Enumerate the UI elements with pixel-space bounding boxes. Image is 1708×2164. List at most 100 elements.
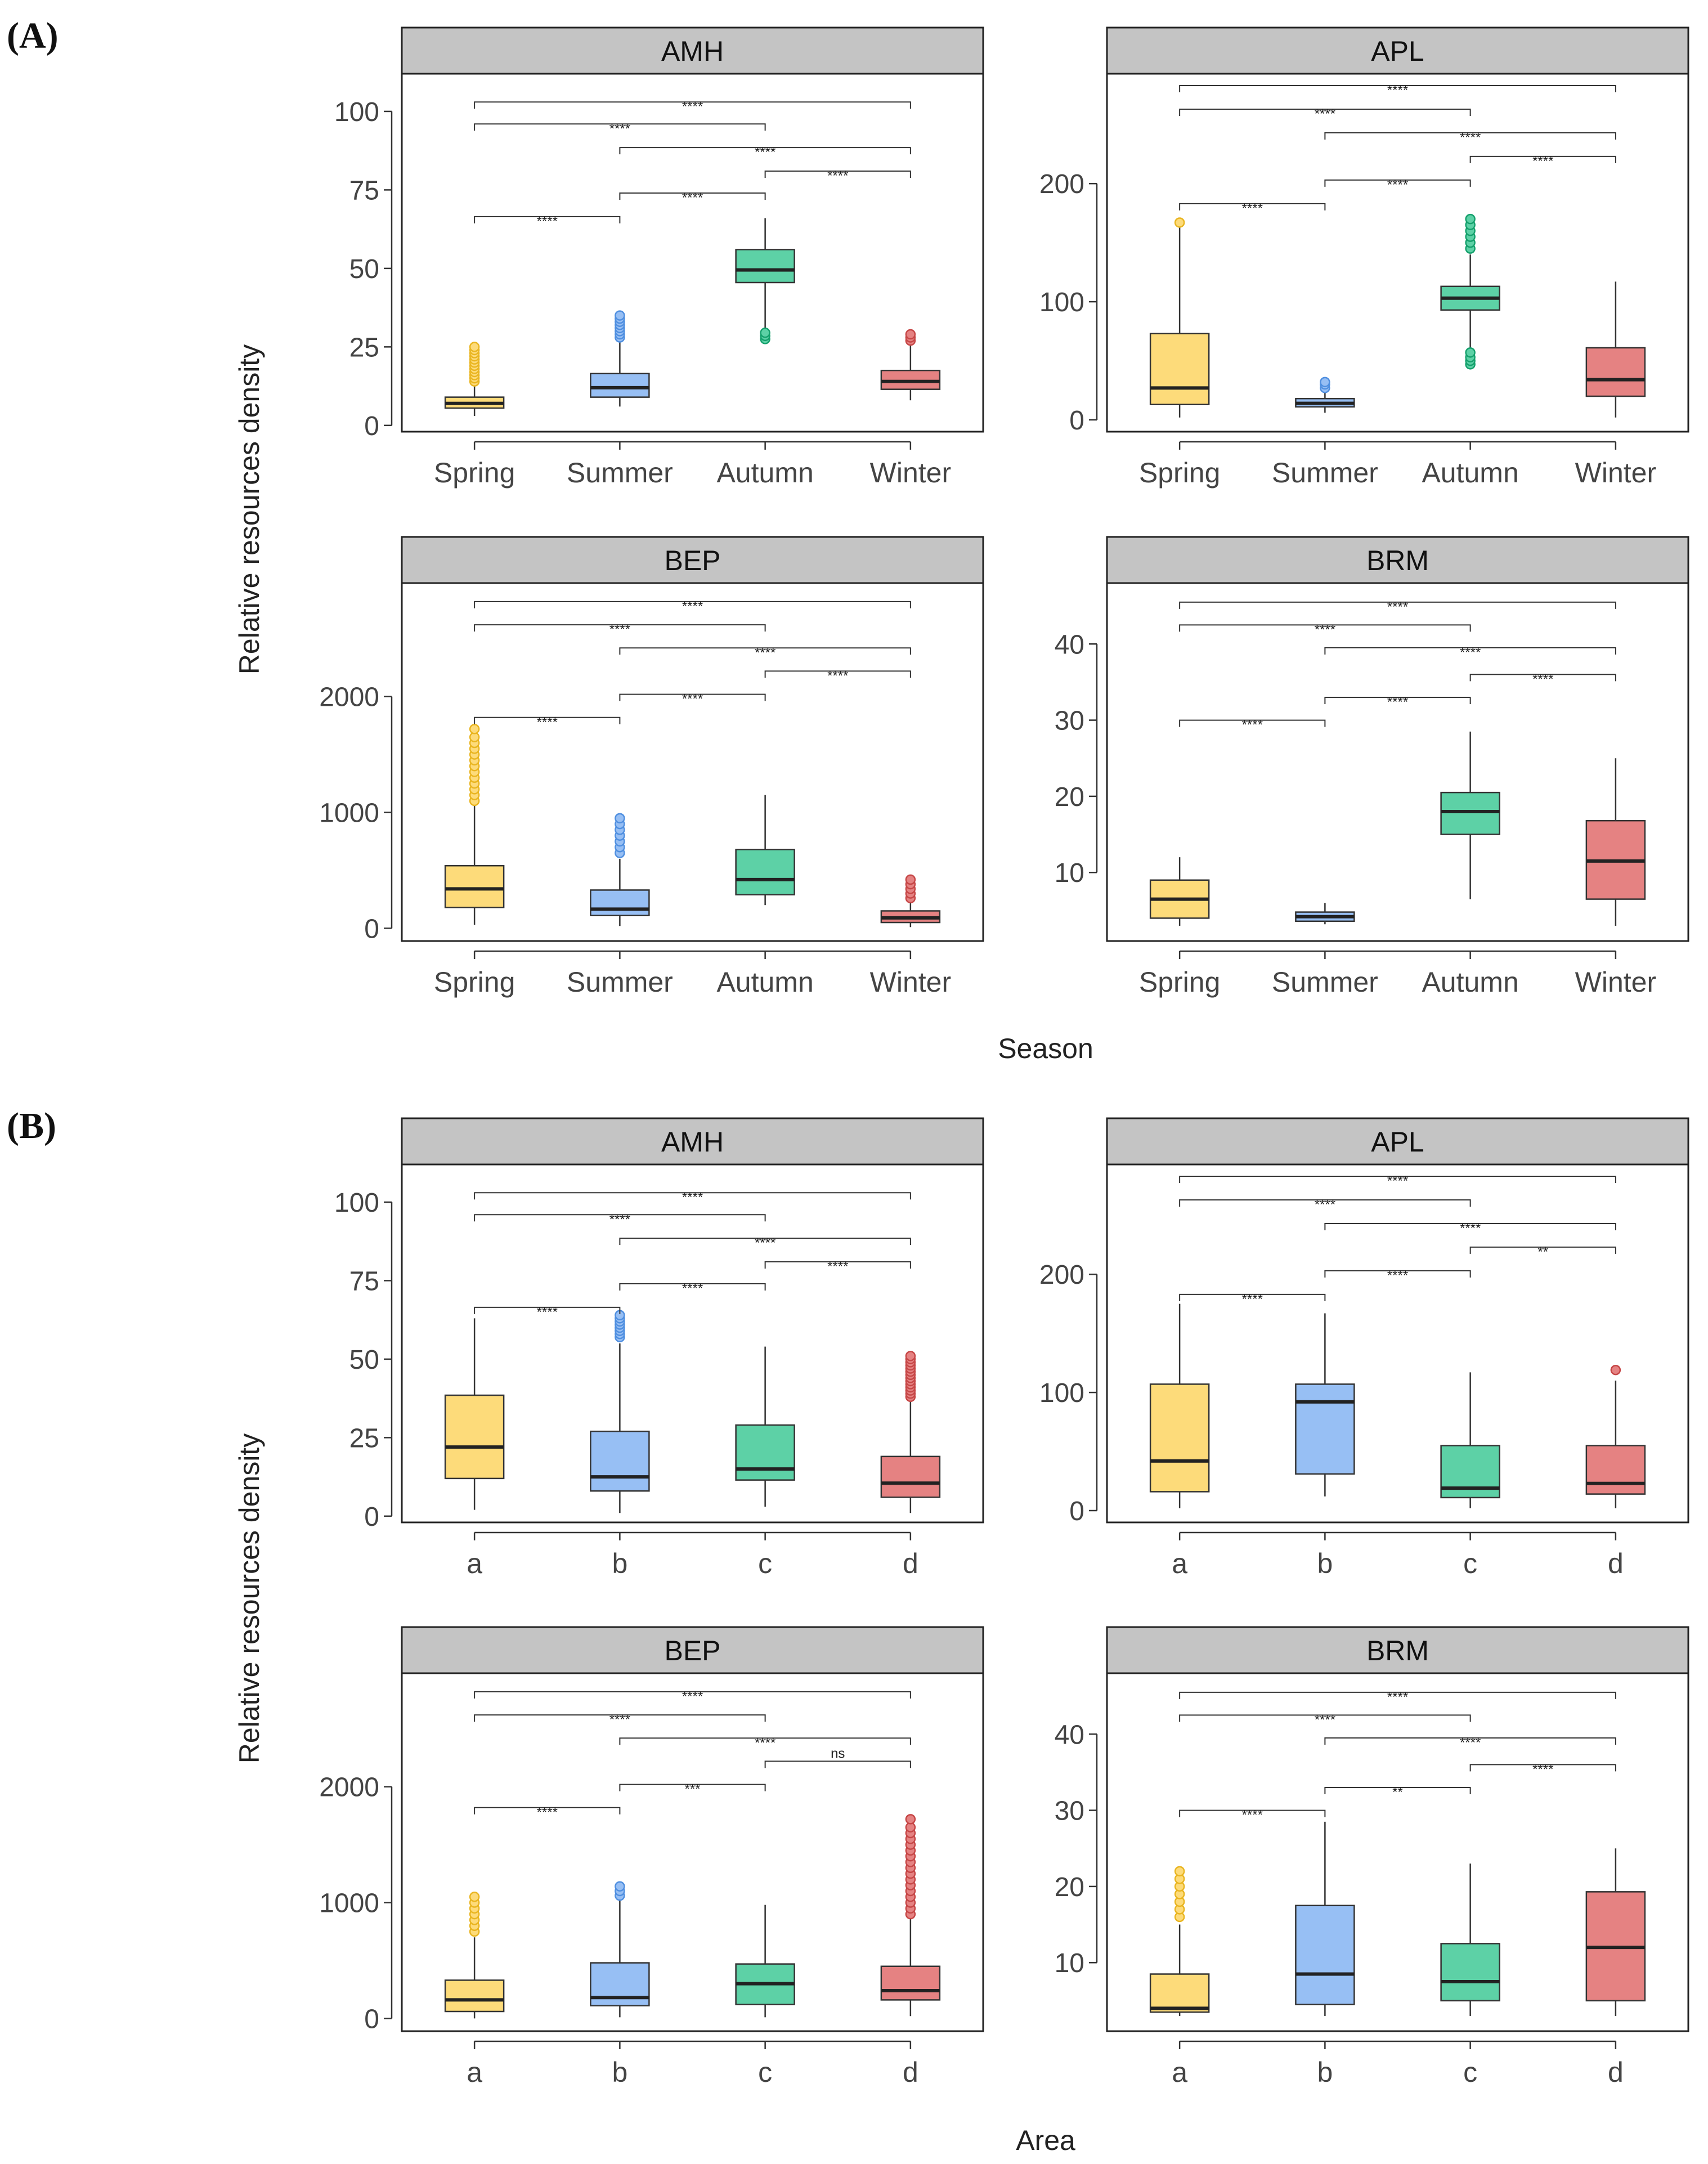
significance-label: **** [827, 168, 848, 183]
box-Autumn [1440, 731, 1500, 899]
significance-label: **** [682, 1281, 703, 1296]
outlier-point [905, 1814, 916, 1825]
y-tick-label: 75 [349, 1266, 379, 1296]
significance-label: **** [537, 214, 558, 229]
bracket-line [1179, 1809, 1326, 1817]
significance-bracket: **** [474, 1689, 911, 1704]
significance-label: **** [1387, 83, 1408, 98]
box-iqr [1585, 347, 1646, 397]
facet-title: AMH [661, 1126, 724, 1158]
x-tick-label: Winter [870, 966, 951, 998]
y-axis-title-A: Relative resources density [234, 344, 265, 674]
y-tick-label: 10 [1055, 1948, 1084, 1978]
bracket-line [1179, 84, 1616, 92]
significance-label: **** [1460, 1735, 1481, 1750]
panel-letter-B: (B) [7, 1105, 56, 1146]
significance-bracket: **** [619, 1235, 911, 1251]
bracket-line [474, 1214, 766, 1222]
bracket-line [764, 1760, 911, 1768]
significance-bracket: **** [619, 692, 766, 707]
significance-bracket: **** [1179, 1690, 1616, 1705]
facet-strip [401, 536, 984, 584]
significance-label: **** [682, 190, 703, 205]
box-c [1440, 1863, 1500, 2016]
significance-label: **** [609, 121, 630, 136]
significance-bracket: **** [474, 622, 766, 637]
y-tick-label: 75 [349, 176, 379, 205]
box-iqr [735, 849, 795, 895]
bracket-line [474, 1306, 621, 1314]
outlier-point [469, 342, 480, 352]
significance-bracket: **** [1324, 130, 1616, 145]
facet-title: AMH [661, 35, 724, 67]
bracket-line [1179, 719, 1326, 727]
x-tick-label: Summer [1272, 966, 1378, 998]
significance-bracket: **** [1324, 695, 1471, 710]
y-tick-label: 20 [1055, 782, 1084, 812]
bracket-line [619, 1737, 911, 1745]
bracket-line [1469, 155, 1616, 163]
box-b [1295, 1821, 1355, 2016]
significance-label: **** [755, 645, 775, 660]
x-tick-label: b [612, 1548, 627, 1579]
x-tick-label: b [1317, 1548, 1333, 1579]
facet-B-AMH: AMH 0 25 50 75 100 a b c d **** **** **** **** **** ***… [334, 1117, 984, 1579]
bracket-line [1469, 1246, 1616, 1254]
significance-label: **** [682, 99, 703, 114]
box-c [735, 1905, 795, 2018]
outlier-point [1174, 217, 1185, 228]
significance-label: **** [1315, 1197, 1335, 1212]
facet-title: BRM [1366, 545, 1429, 576]
x-tick-label: Autumn [1422, 966, 1518, 998]
significance-label: **** [1460, 130, 1481, 145]
y-tick-label: 0 [1069, 1497, 1084, 1526]
x-tick-label: Autumn [1422, 457, 1518, 489]
box-Spring [444, 724, 505, 925]
box-a [1149, 1303, 1210, 1508]
bracket-line [474, 101, 911, 109]
bracket-line [1324, 179, 1471, 187]
box-iqr [444, 864, 505, 908]
significance-bracket: **** [474, 1212, 766, 1227]
significance-bracket: **** [1179, 1292, 1326, 1307]
box-iqr [1440, 791, 1500, 835]
box-b [1295, 1313, 1355, 1497]
x-tick-label: Spring [434, 457, 515, 489]
significance-label: **** [609, 1712, 630, 1727]
bracket-line [1324, 132, 1616, 140]
box-Autumn [1440, 213, 1500, 370]
box-d [1585, 1364, 1646, 1508]
significance-label: **** [537, 1805, 558, 1820]
significance-label: **** [1242, 201, 1263, 216]
x-tick-label: d [1608, 1548, 1624, 1579]
bracket-line [764, 670, 911, 678]
bracket-line [1469, 1764, 1616, 1772]
significance-bracket: **** [764, 1259, 911, 1274]
significance-bracket: **** [1179, 599, 1616, 615]
bracket-line [764, 1261, 911, 1269]
significance-bracket: **** [764, 168, 911, 183]
bracket-line [1324, 1737, 1616, 1745]
significance-bracket: **** [619, 145, 911, 160]
y-tick-label: 200 [1039, 169, 1084, 199]
panel-letter-A: (A) [7, 15, 59, 56]
significance-label: **** [1242, 1808, 1263, 1823]
bracket-line [619, 693, 766, 701]
box-iqr [1149, 333, 1210, 405]
y-tick-label: 50 [349, 1345, 379, 1375]
significance-bracket: **** [1469, 671, 1616, 687]
bracket-line [1324, 647, 1616, 655]
significance-label: **** [1387, 695, 1408, 710]
facet-A-APL: APL 0 100 200 Spring Summer Autumn Winter **** **… [1039, 26, 1689, 489]
box-d [880, 1814, 941, 2017]
significance-bracket: **** [1324, 1268, 1471, 1283]
significance-bracket: **** [764, 668, 911, 683]
significance-label: **** [827, 1259, 848, 1274]
outlier-point [1320, 377, 1330, 388]
bracket-line [1179, 1175, 1616, 1183]
y-axis-title-B: Relative resources density [234, 1433, 265, 1763]
box-iqr [444, 1394, 505, 1480]
